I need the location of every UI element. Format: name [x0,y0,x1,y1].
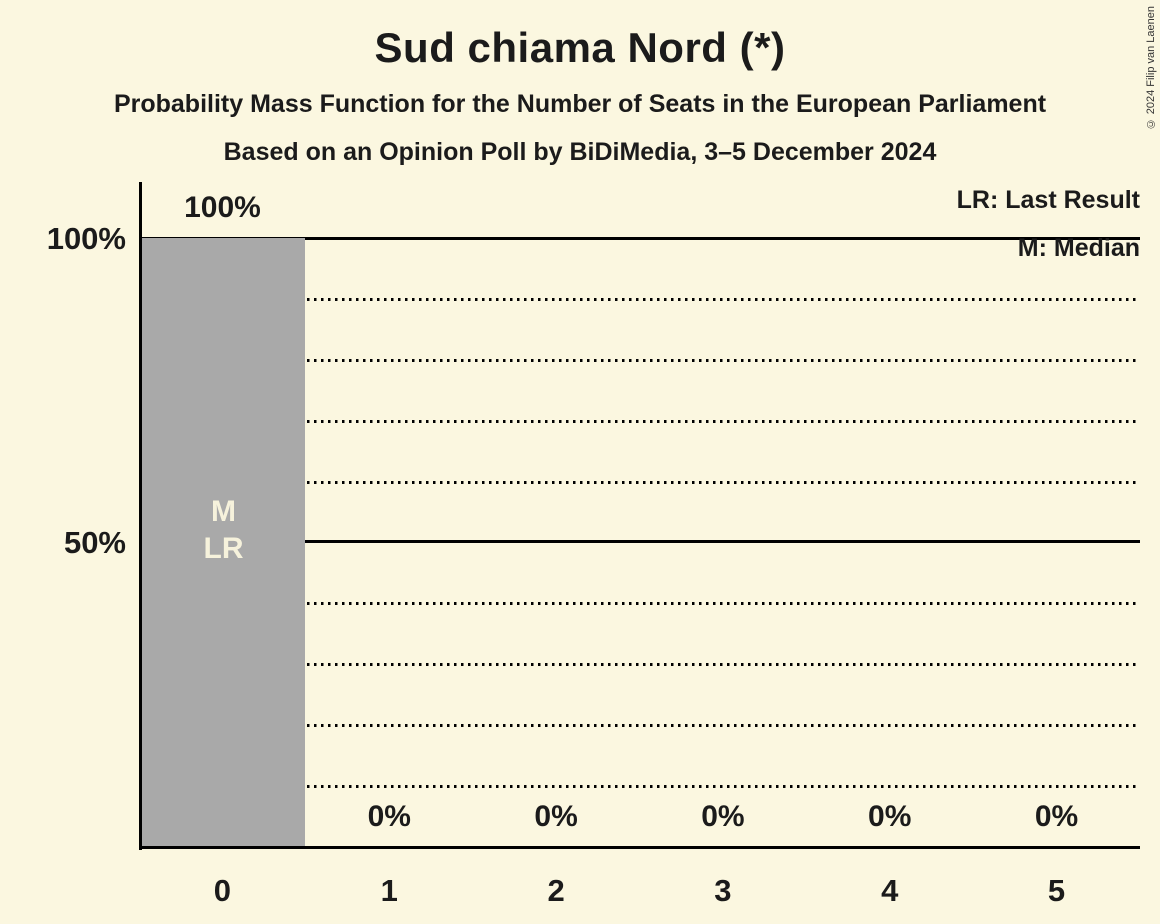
value-label-seats-3: 0% [701,800,745,833]
y-tick-100: 100% [46,221,126,256]
gridline-100pct [139,237,1140,240]
gridline-30pct [139,663,1140,666]
y-axis-line [139,182,142,850]
gridline-10pct [139,785,1140,788]
poll-source-line: Based on an Opinion Poll by BiDiMedia, 3… [223,138,937,166]
x-label-2: 2 [547,873,565,908]
gridline-40pct [139,602,1140,605]
x-axis-label-row: 0 1 2 3 4 5 [139,873,1140,909]
x-label-3: 3 [714,873,732,908]
zero-value-label-row: 0% 0% 0% 0% 0% [139,800,1140,834]
x-label-1: 1 [380,873,398,908]
x-label-5: 5 [1047,873,1066,908]
legend-median: M: Median [1017,234,1140,262]
bar-median-lastresult-annotation: M LR [142,493,305,567]
gridline-60pct [139,481,1140,484]
y-tick-50: 50% [63,525,126,560]
copyright-notice: © 2024 Filip van Laenen [1145,6,1157,130]
gridline-90pct [139,298,1140,301]
legend-last-result: LR: Last Result [956,186,1140,214]
gridline-80pct [139,359,1140,362]
gridline-70pct [139,420,1140,423]
gridline-20pct [139,724,1140,727]
value-label-seats-0: 100% [184,191,261,224]
chart-title: Sud chiama Nord (*) [374,24,786,71]
value-label-seats-5: 0% [1034,800,1079,833]
value-label-seats-2: 0% [534,800,578,833]
value-label-seats-4: 0% [868,800,912,833]
x-label-0: 0 [213,873,232,908]
value-label-seats-1: 0% [367,800,411,833]
chart-subtitle: Probability Mass Function for the Number… [113,90,1047,118]
last-result-marker: LR [203,532,244,565]
x-label-4: 4 [881,873,899,908]
bar-seats-0 [142,238,305,846]
x-axis-line [139,846,1140,849]
gridline-50pct [139,540,1140,543]
value-label-spacer [139,800,306,834]
median-marker: M [211,495,236,528]
